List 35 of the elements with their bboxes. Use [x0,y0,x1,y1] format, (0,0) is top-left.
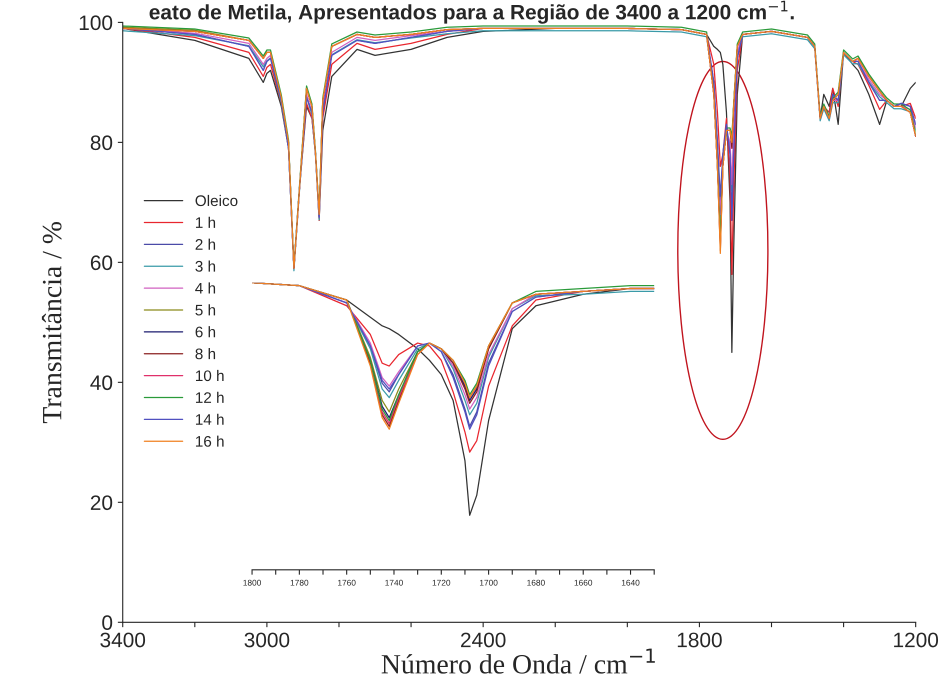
legend-label: 16 h [196,436,224,447]
x-tick-label: 1700 [480,580,498,586]
y-tick-label: 20 [90,495,112,510]
x-tick-label: 2400 [461,632,506,648]
legend-label: 12 h [196,392,224,403]
legend-label: 10 h [196,370,224,382]
x-tick-label: 1720 [432,580,450,586]
y-tick-label: 0 [102,615,112,630]
legend-label: 6 h [196,326,216,338]
x-tick-label: 1760 [338,580,356,586]
y-axis-title: Transmitância / % [42,222,62,424]
x-tick-label: 1780 [290,580,308,586]
legend-label: Oleico [196,194,238,206]
y-tick-label: 40 [90,375,112,390]
x-tick-label: 1800 [243,580,261,586]
x-tick-label: 1640 [622,580,640,586]
legend-label: 14 h [196,414,224,425]
y-tick-label: 80 [90,135,112,150]
legend-label: 2 h [196,238,216,250]
legend-label: 4 h [195,282,216,294]
x-tick-label: 1680 [527,580,545,586]
legend-label: 5 h [195,304,216,316]
x-tick-label: 1800 [678,632,722,648]
legend-label: 3 h [195,260,216,272]
x-tick-label: 3000 [244,632,290,648]
legend-label: 8 h [195,348,216,360]
x-tick-label: 1740 [385,580,403,586]
x-tick-label: 3400 [100,632,146,648]
x-tick-label: 1660 [574,580,592,586]
y-tick-label: 100 [80,15,112,30]
x-axis-title: Número de Onda / cm$^{−1}$ [382,648,655,674]
y-tick-label: 60 [90,255,112,270]
x-tick-label: 1200 [894,632,938,648]
chart-title: eato de Metila, Apresentados para a Região de 3400 a 1200 cm$^{−1}$. [150,0,794,24]
legend-label: 1 h [196,216,216,228]
